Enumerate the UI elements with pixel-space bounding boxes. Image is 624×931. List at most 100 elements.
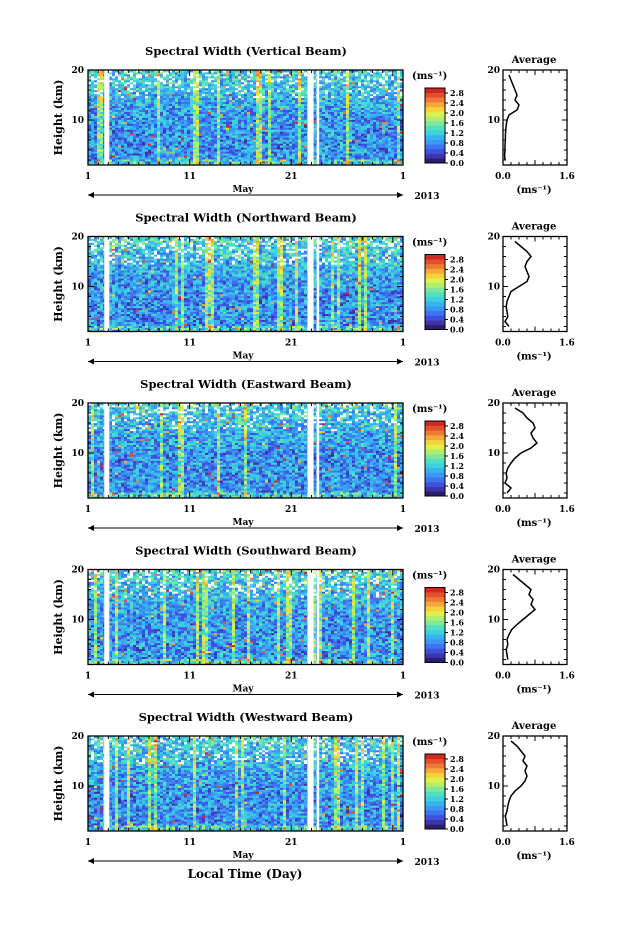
heatmap-cell [187, 95, 191, 99]
heatmap-cell [181, 99, 185, 103]
heatmap-cell [193, 133, 197, 136]
heatmap-cell [121, 87, 125, 91]
heatmap-cell [136, 85, 140, 89]
heatmap-cell [130, 101, 134, 105]
heatmap-cell [184, 129, 188, 132]
heatmap-cell [118, 155, 122, 158]
heatmap-cell [208, 127, 212, 130]
heatmap-cell [154, 83, 158, 87]
heatmap-cell [214, 145, 218, 148]
heatmap-cell [202, 81, 206, 85]
heatmap-cell [115, 107, 119, 110]
heatmap-cell [187, 91, 191, 95]
heatmap-cell [172, 79, 176, 83]
heatmap-cell [220, 161, 224, 164]
heatmap-cell [142, 75, 146, 79]
heatmap-cell [229, 143, 233, 146]
heatmap-cell [91, 83, 95, 87]
heatmap-cell [178, 157, 182, 160]
heatmap-cell [94, 81, 98, 85]
heatmap-cell [166, 111, 170, 114]
heatmap-cell [154, 145, 158, 148]
heatmap-cell [97, 163, 101, 166]
heatmap-cell [181, 163, 185, 166]
heatmap-cell [256, 137, 260, 140]
heatmap-cell [217, 139, 221, 142]
heatmap-cell [190, 99, 194, 103]
heatmap-cell [229, 85, 233, 89]
heatmap-cell [145, 77, 149, 81]
heatmap-cell [253, 113, 257, 116]
heatmap-cell [229, 87, 233, 91]
heatmap-cell [241, 107, 245, 110]
heatmap-cell [202, 135, 206, 138]
heatmap-cell [166, 155, 170, 158]
heatmap-cell [223, 159, 227, 162]
heatmap-cell [208, 89, 212, 93]
heatmap-cell [196, 115, 200, 118]
heatmap-cell [151, 103, 155, 107]
heatmap-cell [133, 83, 137, 87]
heatmap-cell [142, 133, 146, 136]
heatmap-cell [112, 133, 116, 136]
heatmap-cell [220, 113, 224, 116]
heatmap-cell [154, 91, 158, 95]
heatmap-cell [181, 123, 185, 126]
heatmap-cell [124, 131, 128, 134]
heatmap-cell [232, 135, 236, 138]
heatmap-cell [238, 127, 242, 130]
heatmap-cell [175, 133, 179, 136]
heatmap-cell [190, 115, 194, 118]
heatmap-cell [94, 101, 98, 105]
heatmap-cell [190, 119, 194, 122]
heatmap-cell [235, 70, 239, 73]
heatmap-cell [121, 93, 125, 97]
heatmap-cell [193, 77, 197, 81]
heatmap-cell [169, 83, 173, 87]
heatmap-cell [232, 101, 236, 105]
heatmap-cell [244, 127, 248, 130]
heatmap-cell [145, 83, 149, 87]
heatmap-cell [157, 109, 161, 112]
heatmap-cell [148, 95, 152, 99]
heatmap-cell [169, 119, 173, 122]
heatmap-cell [250, 155, 254, 158]
heatmap-cell [109, 73, 113, 77]
heatmap-cell [244, 99, 248, 103]
heatmap-cell [256, 85, 260, 89]
heatmap-cell [214, 113, 218, 116]
heatmap-cell [136, 157, 140, 160]
heatmap-cell [247, 159, 251, 162]
heatmap-cell [169, 129, 173, 132]
heatmap-cell [238, 113, 242, 116]
heatmap-cell [238, 145, 242, 148]
heatmap-cell [196, 81, 200, 85]
heatmap-cell [241, 163, 245, 166]
heatmap-cell [145, 147, 149, 150]
heatmap-cell [199, 93, 203, 97]
heatmap-cell [199, 115, 203, 118]
heatmap-cell [193, 89, 197, 93]
heatmap-cell [202, 70, 206, 73]
heatmap-cell [133, 127, 137, 130]
heatmap-cell [94, 89, 98, 93]
heatmap-cell [229, 159, 233, 162]
heatmap-cell [124, 105, 128, 109]
heatmap-cell [226, 157, 230, 160]
heatmap-cell [121, 129, 125, 132]
heatmap-cell [232, 117, 236, 120]
heatmap-cell [208, 123, 212, 126]
heatmap-cell [133, 95, 137, 99]
heatmap-cell [205, 79, 209, 83]
heatmap-cell [175, 145, 179, 148]
heatmap-cell [181, 157, 185, 160]
heatmap-cell [250, 75, 254, 79]
heatmap-cell [124, 97, 128, 101]
heatmap-cell [220, 83, 224, 87]
heatmap-cell [175, 149, 179, 152]
heatmap-cell [91, 127, 95, 130]
heatmap-cell [193, 105, 197, 109]
heatmap-cell [190, 109, 194, 112]
heatmap-cell [229, 89, 233, 93]
heatmap-cell [91, 153, 95, 156]
